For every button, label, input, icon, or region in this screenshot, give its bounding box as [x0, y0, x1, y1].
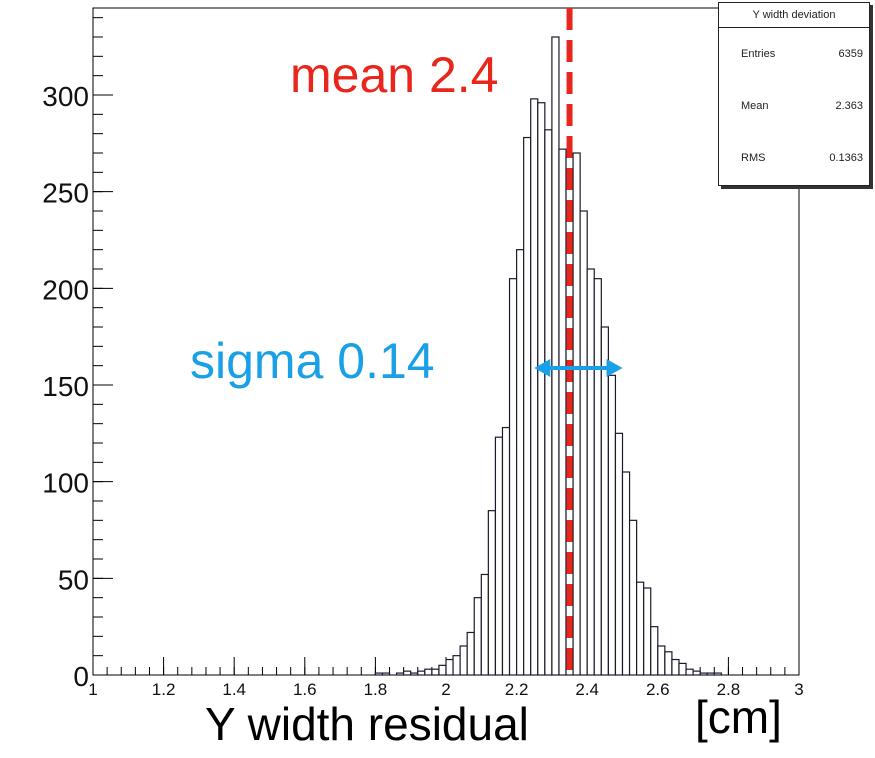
histogram-bin — [480, 573, 489, 676]
stats-label: RMS — [741, 152, 766, 164]
histogram-bin — [523, 136, 532, 676]
histogram-bin — [713, 672, 722, 676]
y-tick-label: 300 — [42, 81, 89, 112]
histogram-bin — [473, 597, 482, 676]
histogram-bin — [614, 432, 624, 676]
histogram-bin — [431, 668, 440, 676]
x-axis-label: Y width residual — [205, 698, 529, 750]
histogram-bin — [544, 129, 553, 676]
stats-row-rms: RMS 0.1363 — [719, 132, 869, 184]
histogram-bin — [530, 98, 539, 676]
stats-row-mean: Mean 2.363 — [719, 80, 869, 132]
histogram-bin — [417, 670, 426, 676]
histogram-bin — [438, 664, 447, 676]
sigma-arrowhead-left — [534, 359, 551, 377]
histogram-bin — [445, 658, 454, 676]
stats-title: Y width deviation — [719, 3, 869, 28]
histogram-bin — [515, 249, 525, 676]
histogram-bin — [494, 436, 504, 676]
stats-value: 0.1363 — [829, 152, 863, 164]
stats-label: Entries — [741, 48, 776, 60]
histogram-bin — [643, 587, 652, 676]
y-tick-label: 50 — [58, 564, 89, 595]
mean-annotation: mean 2.4 — [290, 47, 499, 103]
y-tick-label: 100 — [42, 468, 89, 499]
histogram-bin — [671, 658, 680, 676]
x-tick-label: 1.2 — [152, 680, 176, 699]
x-tick-label: 2 — [441, 680, 450, 699]
x-tick-label: 2.4 — [575, 680, 599, 699]
x-tick-label: 3 — [794, 680, 803, 699]
x-tick-label: 1.4 — [222, 680, 246, 699]
histogram-bin — [692, 670, 701, 676]
histogram-bin — [706, 672, 715, 676]
histogram-bin — [487, 510, 497, 676]
x-axis-unit: [cm] — [695, 691, 782, 743]
x-tick-label: 2.6 — [646, 680, 670, 699]
histogram-bin — [381, 672, 391, 676]
x-tick-label: 2.2 — [505, 680, 529, 699]
y-tick-label: 200 — [42, 274, 89, 305]
histogram-bin — [558, 148, 567, 676]
stats-value: 2.363 — [835, 100, 863, 112]
x-tick-label: 1.6 — [293, 680, 317, 699]
histogram-bin — [650, 626, 659, 676]
histogram-bin — [657, 645, 666, 676]
histogram-bin — [572, 152, 581, 676]
histogram-bin — [395, 672, 405, 676]
stats-box: Y width deviation Entries 6359 Mean 2.36… — [718, 2, 870, 186]
histogram-bin — [452, 655, 461, 676]
histogram-bin — [537, 102, 546, 676]
y-tick-label: 250 — [42, 178, 89, 209]
histogram-bin — [699, 672, 708, 676]
x-tick-label: 2.8 — [717, 680, 741, 699]
histogram-bin — [628, 519, 638, 676]
histogram-bin — [600, 326, 609, 676]
y-tick-label: 150 — [42, 371, 89, 402]
histogram-bin — [508, 278, 518, 676]
histogram-bin — [466, 631, 475, 676]
stats-value: 6359 — [838, 48, 863, 60]
y-tick-label: 0 — [73, 661, 89, 692]
stats-row-entries: Entries 6359 — [719, 28, 869, 80]
histogram-bin — [621, 471, 631, 676]
histogram-bin — [579, 210, 588, 676]
histogram-bin — [410, 672, 419, 676]
histogram-bin — [501, 426, 511, 676]
x-tick-label: 1.8 — [364, 680, 388, 699]
sigma-arrowhead-right — [606, 359, 623, 377]
histogram-bin — [403, 670, 412, 676]
histogram-bin — [459, 645, 468, 676]
histogram-bin — [607, 374, 617, 676]
x-tick-label: 1 — [88, 680, 97, 699]
stats-label: Mean — [741, 100, 769, 112]
histogram-bin — [678, 662, 687, 676]
histogram-bin — [424, 668, 433, 676]
histogram-bin — [586, 268, 595, 676]
histogram-bin — [685, 668, 694, 676]
histogram-bin — [593, 278, 602, 676]
histogram-bin — [636, 581, 645, 676]
histogram-bin — [664, 651, 673, 676]
histogram-bin — [551, 36, 560, 676]
sigma-annotation: sigma 0.14 — [190, 333, 435, 389]
histogram-bin — [374, 672, 384, 676]
